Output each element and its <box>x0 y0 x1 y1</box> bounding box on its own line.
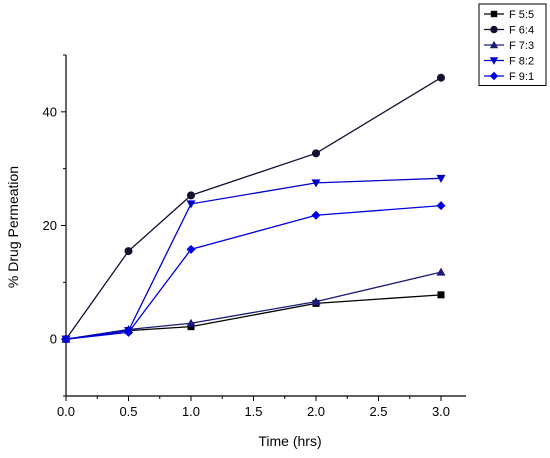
data-point <box>311 210 321 220</box>
data-point <box>311 179 321 188</box>
legend: F 5:5 F 6:4 F 7:3 F 8:2 F 9:1 <box>478 3 547 86</box>
axes: 0.0 0.5 1.0 1.5 2.0 2.5 3.0 0 20 40 <box>43 54 466 419</box>
x-tick-label: 2.5 <box>369 404 387 419</box>
series-line <box>65 77 442 340</box>
series-f-6-4 <box>62 73 445 344</box>
data-point <box>312 149 320 158</box>
series-layer <box>61 73 446 344</box>
legend-label: F 8:2 <box>509 56 534 68</box>
data-point <box>61 334 71 344</box>
legend-marker <box>489 40 499 49</box>
data-point <box>124 327 133 337</box>
legend-marker <box>490 10 498 18</box>
legend-box <box>478 3 547 86</box>
data-point <box>186 244 196 254</box>
data-point <box>124 247 133 256</box>
series-line <box>65 204 442 340</box>
y-tick-label: 0 <box>50 332 57 347</box>
legend-marker <box>490 25 498 34</box>
legend-label: F 5:5 <box>509 9 534 21</box>
y-tick-label: 20 <box>43 218 57 233</box>
x-tick-label: 1.0 <box>182 404 200 419</box>
series-f-9-1 <box>61 201 446 344</box>
x-axis-label: Time (hrs) <box>258 433 321 449</box>
data-point <box>437 291 445 299</box>
legend-marker <box>489 71 499 81</box>
data-point <box>436 174 446 183</box>
series-line <box>65 271 442 340</box>
data-point <box>437 73 445 82</box>
legend-label: F 6:4 <box>509 25 534 37</box>
data-point <box>186 318 196 327</box>
data-point <box>436 267 446 276</box>
legend-label: F 9:1 <box>509 71 534 83</box>
series-f-8-2 <box>61 174 446 344</box>
y-tick-label: 40 <box>43 104 57 119</box>
legend-marker <box>489 57 499 65</box>
x-tick-label: 1.5 <box>244 404 262 419</box>
series-f-5-5 <box>62 291 445 343</box>
x-tick-label: 2.0 <box>307 404 325 419</box>
x-tick-label: 3.0 <box>432 404 450 419</box>
x-tick-label: 0.0 <box>57 404 75 419</box>
data-point <box>311 297 321 306</box>
legend-label: F 7:3 <box>509 40 534 52</box>
x-tick-label: 0.5 <box>119 404 137 419</box>
y-axis-label: % Drug Permeation <box>5 166 21 288</box>
data-point <box>436 201 446 211</box>
data-point <box>187 191 195 200</box>
data-point <box>186 200 196 209</box>
